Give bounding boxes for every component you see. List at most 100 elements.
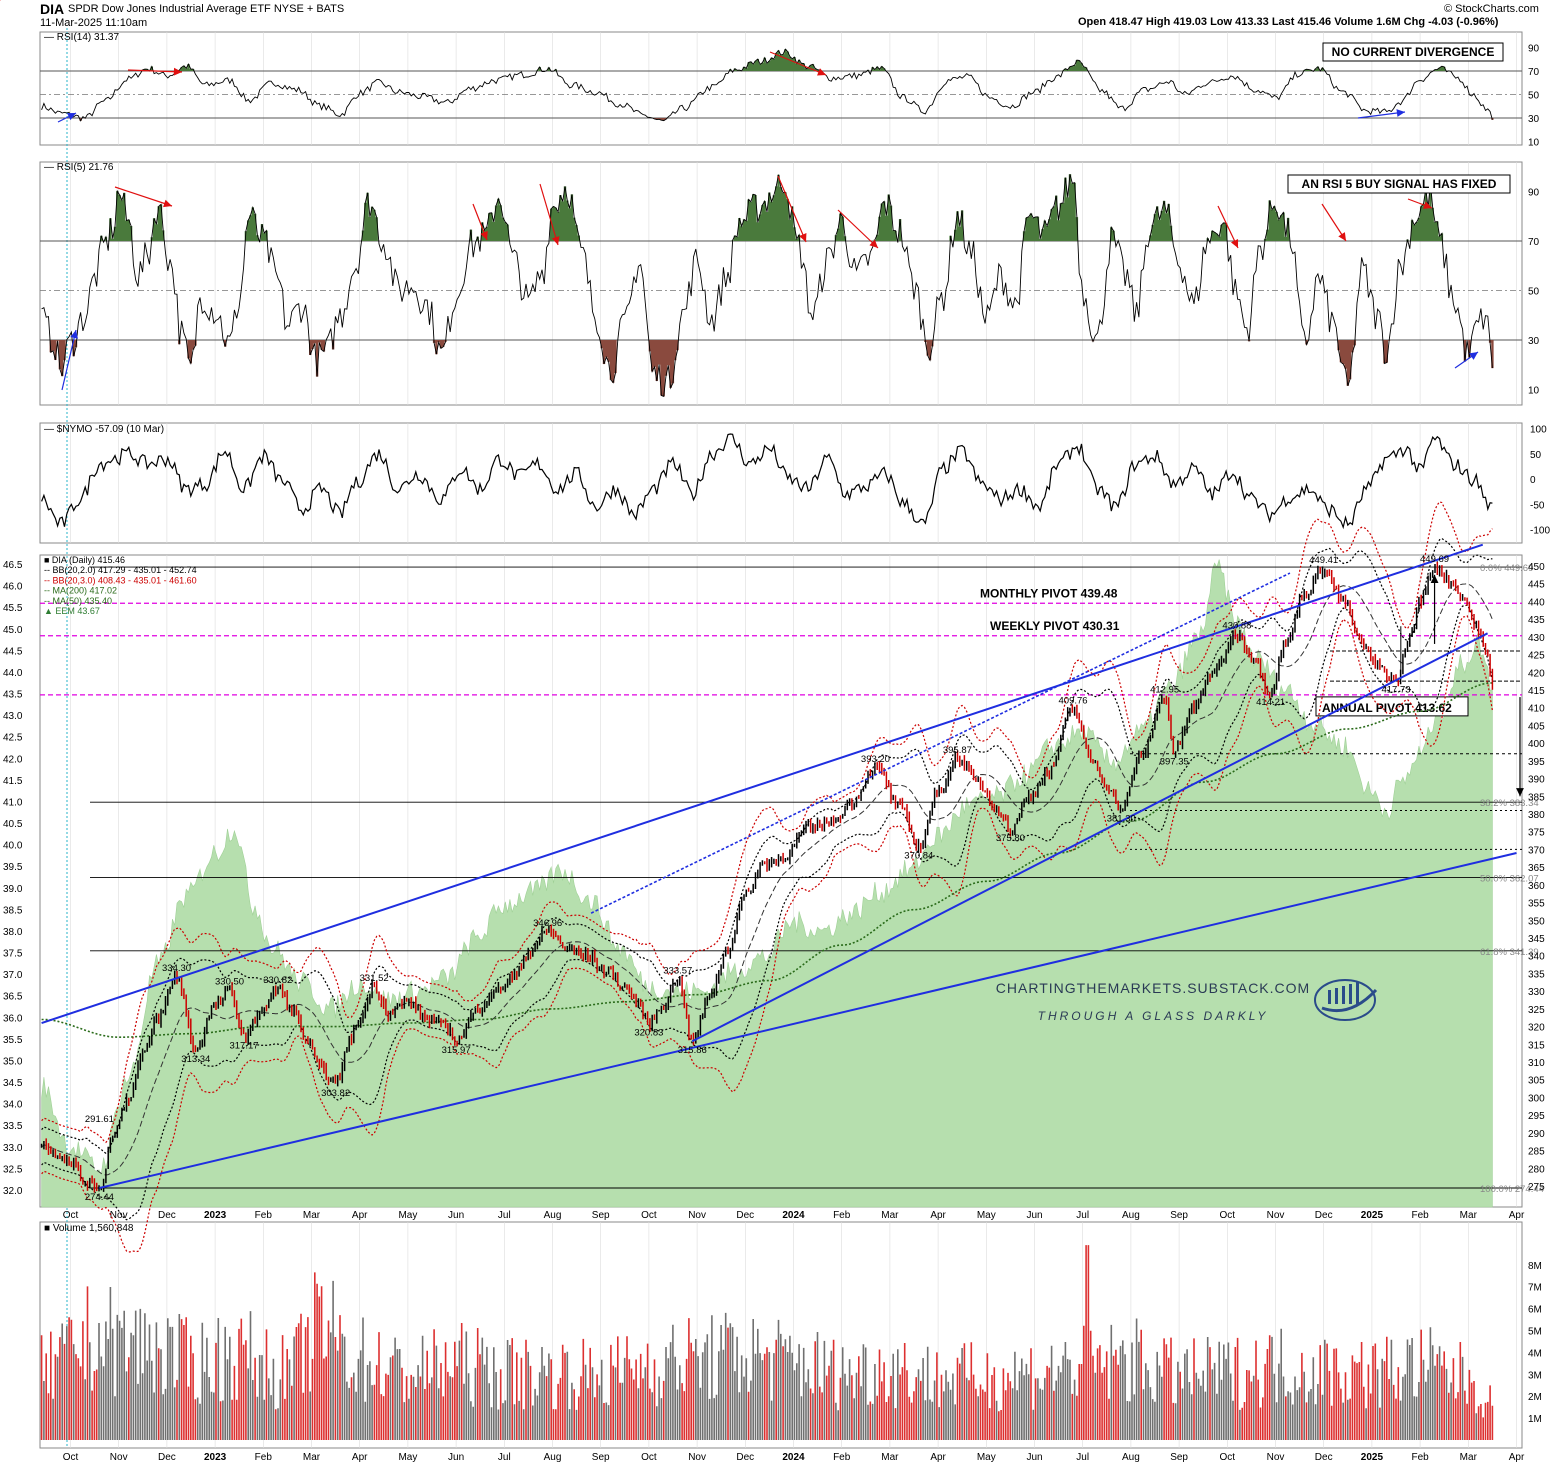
eem-tick-left: 40.5: [3, 819, 23, 830]
swing-label: 315.86: [678, 1045, 707, 1056]
price-tick-right: 450: [1528, 562, 1545, 573]
price-tick-right: 365: [1528, 863, 1545, 874]
swing-label: 412.95: [1150, 684, 1179, 695]
price-plot-area: 0.0% 449.69 38.2% 383.34 50.0% 362.07 61.8%…: [40, 501, 1544, 1253]
trendline: [691, 632, 1489, 1043]
price-legend-item: -- BB(20,3.0) 408.43 - 435.01 - 461.60: [44, 575, 197, 585]
price-tick-right: 350: [1528, 916, 1545, 927]
eem-tick-left: 41.5: [3, 776, 23, 787]
bb3-upper: [41, 501, 1493, 1144]
time-axis-label: Sep: [592, 1210, 610, 1221]
annual-pivot-label: ANNUAL PIVOT 413.62: [1322, 701, 1452, 715]
rsi14-tick: 30: [1528, 114, 1540, 125]
swing-label: 320.83: [634, 1028, 663, 1039]
swing-label: 395.87: [943, 745, 972, 756]
time-axis-label: Aug: [544, 1210, 562, 1221]
time-axis-label: Sep: [1170, 1210, 1188, 1221]
nymo-tick: 0: [1530, 475, 1536, 486]
price-tick-right: 395: [1528, 757, 1545, 768]
logo-swoosh: [1321, 988, 1378, 1013]
price-legend-item: -- BB(20,2.0) 417.29 - 435.01 - 452.74: [44, 565, 197, 575]
price-tick-right: 310: [1528, 1058, 1545, 1069]
time-axis-label: Mar: [303, 1452, 321, 1463]
swing-label: 375.80: [996, 833, 1025, 844]
time-axis-label: Jun: [1026, 1210, 1042, 1221]
logo-bar: [1342, 986, 1345, 1004]
time-axis-label: May: [398, 1210, 417, 1221]
eem-area: [41, 559, 1493, 1208]
time-axis-label: 2025: [1361, 1210, 1384, 1221]
swing-label: 331.52: [360, 973, 389, 984]
time-axis-label: Jun: [1026, 1452, 1042, 1463]
time-axis-label: Dec: [158, 1210, 176, 1221]
price-legend-item: -- MA(200) 417.02: [44, 586, 117, 596]
rsi14-divergence-arrow-head: [67, 113, 76, 121]
eem-tick-left: 42.0: [3, 754, 23, 765]
fib-label: 100.0% 274.44: [1480, 1184, 1544, 1195]
swing-label: 381.30: [1107, 813, 1136, 824]
rsi5-divergence-arrow-head: [551, 236, 560, 245]
nymo-tick: 50: [1530, 450, 1542, 461]
volume-panel: [39, 1221, 1523, 1449]
time-axis-label: 2024: [782, 1452, 805, 1463]
price-tick-right: 300: [1528, 1093, 1545, 1104]
rsi5-tick: 30: [1528, 336, 1540, 347]
rsi5-divergence-arrow-head: [1423, 201, 1432, 209]
time-axis-label: Dec: [1315, 1452, 1333, 1463]
swing-label: 333.57: [663, 966, 692, 977]
swing-label: 334.30: [162, 963, 191, 974]
price-tick-right: 390: [1528, 775, 1545, 786]
price-tick-right: 320: [1528, 1023, 1545, 1034]
header-name: SPDR Dow Jones Industrial Average ETF NY…: [68, 3, 345, 15]
time-axis-label: May: [398, 1452, 417, 1463]
price-tick-right: 315: [1528, 1040, 1545, 1051]
swing-label: 274.44: [85, 1192, 114, 1203]
price-legend-item: -- MA(50) 435.40: [44, 596, 112, 606]
bb-middle: [41, 583, 1493, 1176]
rsi14-line: [41, 48, 1493, 122]
time-axis-label: Apr: [930, 1452, 946, 1463]
rsi5-tick: 50: [1528, 287, 1540, 298]
swing-label: 414.21: [1256, 697, 1285, 708]
price-bars-down: [45, 562, 1494, 1193]
volume-tick: 3M: [1528, 1370, 1542, 1381]
rsi5-divergence-arrow-head: [70, 330, 78, 339]
time-axis-label: Aug: [544, 1452, 562, 1463]
volume-bars-down: [40, 1245, 1494, 1440]
logo-bar: [1349, 984, 1352, 1004]
fib-label: 50.0% 362.07: [1480, 874, 1539, 885]
rsi5-divergence-arrow-head: [799, 233, 807, 242]
price-tick-right: 445: [1528, 580, 1545, 591]
price-tick-right: 360: [1528, 881, 1545, 892]
header-date: 11-Mar-2025 11:10am: [40, 17, 148, 29]
eem-tick-left: 34.5: [3, 1078, 23, 1089]
price-tick-right: 420: [1528, 668, 1545, 679]
time-axis-label: Mar: [303, 1210, 321, 1221]
time-axis-label: Apr: [352, 1210, 368, 1221]
eem-tick-left: 44.5: [3, 646, 23, 657]
time-axis-label: May: [977, 1452, 996, 1463]
eem-tick-left: 32.5: [3, 1164, 23, 1175]
eem-tick-left: 38.5: [3, 905, 23, 916]
volume-tick: 2M: [1528, 1392, 1542, 1403]
price-tick-right: 335: [1528, 969, 1545, 980]
swing-label: 417.73: [1381, 684, 1410, 695]
time-axis-label: Oct: [1220, 1452, 1236, 1463]
eem-tick-left: 32.0: [3, 1186, 23, 1197]
header-symbol: DIA: [40, 1, 65, 17]
price-tick-right: 280: [1528, 1164, 1545, 1175]
watermark-logo-icon: [1314, 979, 1378, 1021]
price-tick-right: 385: [1528, 792, 1545, 803]
time-axis-label: Feb: [255, 1210, 273, 1221]
time-axis-label: Mar: [881, 1210, 899, 1221]
swing-label: 346.96: [533, 918, 562, 929]
watermark-subtitle: THROUGH A GLASS DARKLY: [1038, 1009, 1269, 1023]
price-tick-right: 275: [1528, 1182, 1545, 1193]
time-axis-label: Nov: [110, 1452, 128, 1463]
rsi5-tick: 90: [1528, 188, 1540, 199]
volume-tick: 5M: [1528, 1327, 1542, 1338]
time-axis-label: Jul: [1076, 1210, 1089, 1221]
price-tick-right: 290: [1528, 1129, 1545, 1140]
volume-tick: 1M: [1528, 1414, 1542, 1425]
